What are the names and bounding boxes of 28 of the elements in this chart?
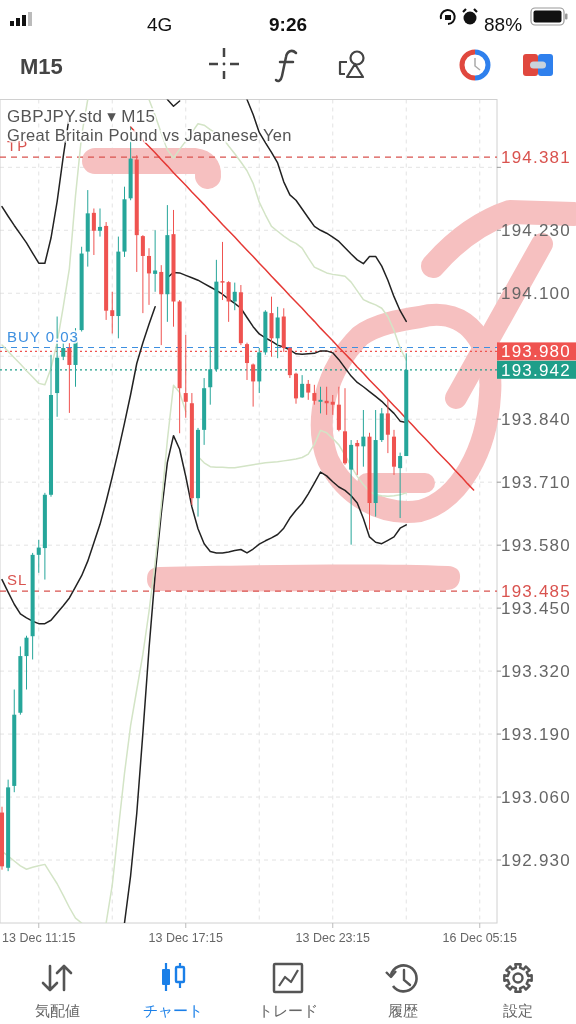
annotation: チャート xyxy=(143,1002,203,1019)
annotation: トレード xyxy=(258,1002,318,1019)
annotation: 履歴 xyxy=(388,1002,418,1019)
y-tick-label: 193.060 xyxy=(501,788,571,808)
annotation: 9:26 xyxy=(269,14,307,35)
y-tick-label: 194.100 xyxy=(501,284,571,304)
y-tick-label: 193.450 xyxy=(501,599,571,619)
price-label: 193.485 xyxy=(498,582,576,602)
annotation: M15 xyxy=(20,54,63,79)
x-tick-label: 16 Dec 05:15 xyxy=(442,931,517,945)
x-tick-label: 13 Dec 23:15 xyxy=(295,931,370,945)
y-tick-label: 193.320 xyxy=(501,662,571,682)
annotation: 設定 xyxy=(503,1002,533,1019)
x-tick-label: 13 Dec 17:15 xyxy=(148,931,223,945)
price-label: 193.980 xyxy=(497,342,576,362)
y-tick-label: 193.580 xyxy=(501,536,571,556)
price-label: 194.381 xyxy=(498,148,576,168)
y-tick-label: 193.190 xyxy=(501,725,571,745)
annotation: 88% xyxy=(484,14,523,35)
annotation: 4G xyxy=(147,14,173,35)
annotation: 気配値 xyxy=(34,1002,80,1019)
title: GBPJPY.std ▾ M15 xyxy=(7,107,156,126)
y-tick-label: 194.230 xyxy=(501,221,571,241)
x-tick-label: 13 Dec 11:15 xyxy=(2,931,76,945)
ref-label: SL xyxy=(7,571,28,589)
y-tick-label: 193.710 xyxy=(501,473,571,493)
y-tick-label: 193.840 xyxy=(501,410,571,430)
y-tick-label: 192.930 xyxy=(501,851,571,871)
